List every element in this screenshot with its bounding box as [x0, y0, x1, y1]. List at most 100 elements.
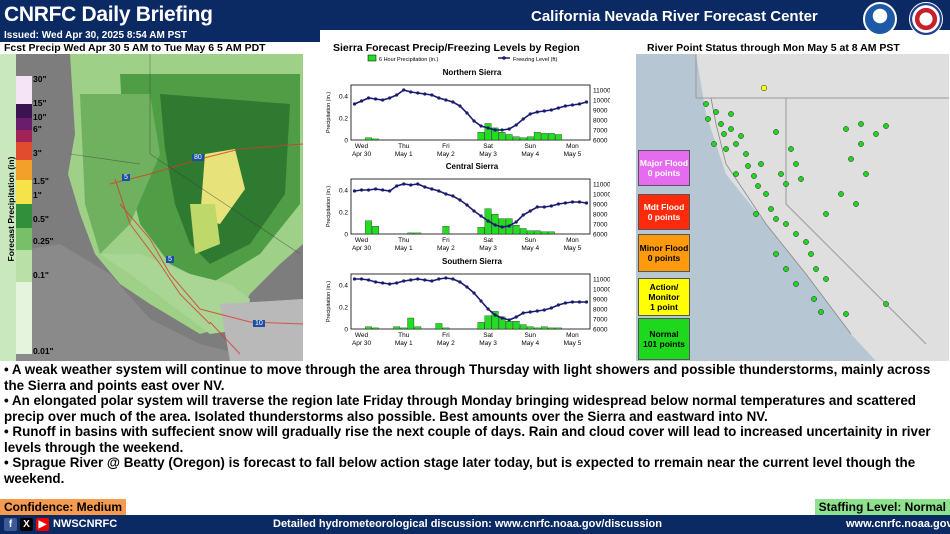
- x-tick-label: Fri: [442, 237, 450, 244]
- river-point-normal: [728, 111, 734, 117]
- river-status-major-flood: Major Flood 0 points: [638, 150, 690, 186]
- bullet-item: • A weak weather system will continue to…: [4, 362, 931, 393]
- precip-legend-swatch: [16, 180, 32, 204]
- river-point-normal: [751, 173, 757, 179]
- freezing-level-point: [528, 209, 532, 213]
- river-point-normal: [863, 171, 869, 177]
- precip-legend-swatch: [16, 282, 32, 354]
- freezing-level-point: [500, 225, 504, 229]
- freezing-level-point: [507, 127, 511, 131]
- freezing-level-point: [416, 182, 420, 186]
- river-status-count: 0 points: [647, 253, 681, 263]
- x-tick-label: Apr 30: [352, 151, 372, 158]
- river-point-normal: [778, 171, 784, 177]
- freezing-level-point: [430, 279, 434, 283]
- y-tick-label: 0: [344, 327, 348, 334]
- precip-legend-label: 0.01": [33, 346, 54, 356]
- freezing-level-point: [388, 189, 392, 193]
- river-point-normal: [763, 191, 769, 197]
- freezing-level-point: [366, 188, 371, 192]
- river-point-normal: [718, 121, 724, 127]
- precip-bar: [414, 326, 422, 330]
- freezing-level-point: [437, 277, 441, 281]
- y2-tick-label: 6000: [593, 327, 608, 334]
- x-tick-label: May 1: [395, 151, 413, 158]
- freezing-level-point: [409, 90, 413, 94]
- precip-bar: [533, 230, 541, 235]
- freezing-level-point: [542, 109, 546, 113]
- precip-bar: [414, 232, 422, 235]
- river-status-count: 0 points: [647, 212, 681, 222]
- y-axis-label: Precipitation (in.): [326, 281, 332, 322]
- precip-bar: [555, 327, 562, 330]
- precip-bar: [365, 137, 372, 141]
- freezing-level-point: [514, 220, 518, 224]
- precip-bar: [526, 326, 534, 330]
- freezing-level-point: [465, 285, 469, 289]
- x-tick-label: Sat: [483, 237, 493, 244]
- freezing-level-point: [395, 281, 399, 285]
- chart-title: Southern Sierra: [442, 257, 503, 266]
- y2-tick-label: 8000: [593, 212, 608, 219]
- y-tick-label: 0.4: [339, 188, 348, 195]
- website-link[interactable]: www.cnrfc.noaa.gov: [846, 518, 950, 530]
- river-point-normal: [788, 146, 794, 152]
- freezing-level-point: [458, 198, 462, 202]
- y2-tick-label: 10000: [593, 287, 610, 294]
- river-status-label: Action/ Monitor: [648, 282, 680, 302]
- social-handle[interactable]: NWSCNRFC: [53, 518, 118, 530]
- freezing-level-point: [528, 112, 532, 116]
- river-point-normal: [783, 181, 789, 187]
- freezing-level-point: [388, 96, 392, 100]
- freezing-level-point: [549, 204, 553, 208]
- freezing-level-point: [542, 308, 546, 312]
- precip-legend-swatch: [16, 130, 32, 142]
- facebook-icon[interactable]: f: [4, 518, 17, 531]
- youtube-icon[interactable]: ▶: [36, 518, 49, 531]
- y2-tick-label: 6000: [593, 232, 608, 239]
- river-point-normal: [733, 171, 739, 177]
- freezing-level-point: [402, 182, 406, 186]
- freezing-level-point: [458, 104, 462, 108]
- discussion-link[interactable]: Detailed hydrometeorological discussion:…: [273, 518, 662, 530]
- precip-legend-swatch: [16, 160, 32, 180]
- river-point-normal: [773, 216, 779, 222]
- precip-bar: [526, 230, 534, 235]
- x-twitter-icon[interactable]: X: [20, 518, 33, 531]
- freezing-level-point: [563, 201, 567, 205]
- precip-legend-label: 0.5": [33, 214, 49, 224]
- freezing-level-point: [458, 280, 462, 284]
- freezing-level-point: [528, 310, 532, 314]
- x-tick-label: Sat: [483, 143, 493, 150]
- river-point-dots: [703, 84, 889, 317]
- freezing-level-point: [409, 278, 413, 282]
- freezing-level-point: [366, 278, 371, 282]
- y-tick-label: 0: [344, 232, 348, 239]
- page-title: CNRFC Daily Briefing: [4, 3, 213, 26]
- freezing-level-point: [493, 313, 497, 317]
- river-status-map: Major Flood 0 points Mdt Flood 0 points Mino…: [636, 54, 949, 361]
- freezing-level-point: [409, 183, 413, 187]
- x-tick-label: Apr 30: [352, 245, 372, 252]
- precip-legend-label: 30": [33, 74, 47, 84]
- y-tick-label: 0: [344, 138, 348, 145]
- interstate-5-label-south: 5: [166, 256, 174, 263]
- y-axis-label: Precipitation (in.): [326, 92, 332, 133]
- freezing-level-point: [514, 123, 518, 127]
- freezing-level-point: [493, 128, 497, 132]
- freezing-level-line: [354, 277, 587, 321]
- y-tick-label: 0.4: [339, 94, 348, 101]
- freezing-level-point: [500, 316, 504, 320]
- sierra-charts-panel: 6 Hour Precipitation (in.) Freezing Level…: [320, 54, 623, 361]
- freezing-level-point: [381, 281, 385, 285]
- freezing-level-point: [444, 192, 448, 196]
- river-point-normal: [773, 129, 779, 135]
- river-status-mdt-flood: Mdt Flood 0 points: [638, 194, 690, 230]
- x-tick-label: Thu: [398, 332, 410, 339]
- bullet-item: • An elongated polar system will travers…: [4, 393, 916, 424]
- precip-bar: [477, 227, 485, 235]
- freezing-level-point: [352, 277, 357, 281]
- freezing-level-point: [472, 209, 476, 213]
- precip-legend-swatch: [16, 142, 32, 160]
- x-tick-label: Thu: [398, 143, 410, 150]
